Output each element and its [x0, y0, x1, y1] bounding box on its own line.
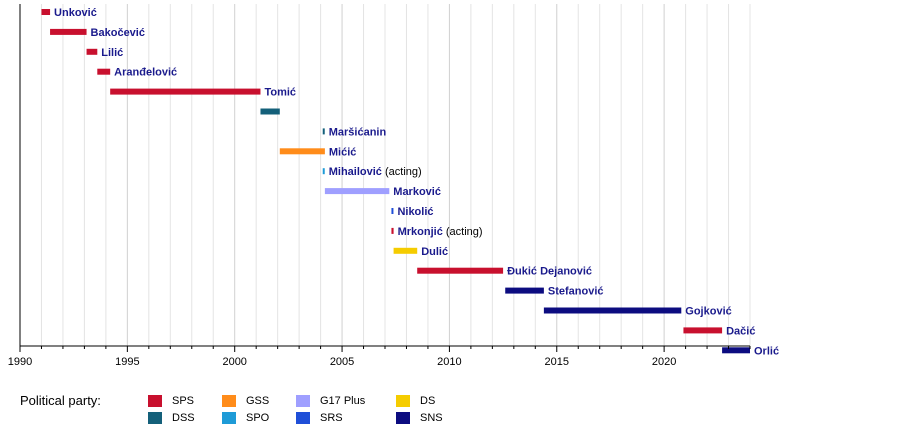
bar-Lilić [86, 48, 98, 55]
bar-Tomić [110, 88, 261, 95]
bars: Unković Bakočević Lilić Aranđelović Tomić Mar… [41, 7, 779, 357]
grid-lines [19, 4, 751, 346]
bar-Dulić [393, 247, 418, 254]
bar-Gojković [543, 307, 682, 314]
bar-Orlić [722, 347, 750, 354]
x-tick-label-2015: 2015 [545, 356, 569, 368]
bar-label-6: Maršićanin [329, 126, 387, 138]
bar-label-4: Tomić [264, 87, 296, 99]
bar-label-13: Đukić Dejanović [507, 266, 592, 278]
bar-label-17: Orlić [754, 345, 779, 357]
x-tick-label-1990: 1990 [8, 356, 32, 368]
x-tick-label-2020: 2020 [652, 356, 676, 368]
bar-label-0: Unković [54, 7, 97, 19]
bar-Đukić Dejanović [417, 267, 504, 274]
bar-unnamed-5 [260, 108, 280, 115]
bar-Stefanović [505, 287, 544, 294]
bar-label-8: Mihailović (acting) [329, 166, 422, 178]
bar-label-11: Mrkonjić (acting) [398, 226, 483, 238]
bar-label-9: Marković [393, 186, 441, 198]
bar-Mihailović [322, 168, 325, 175]
bar-Unković [41, 9, 51, 15]
x-tick-label-2000: 2000 [222, 356, 246, 368]
bar-Marković [324, 188, 390, 195]
x-tick-label-2005: 2005 [330, 356, 354, 368]
bar-Dačić [683, 327, 723, 334]
x-tick-label-1995: 1995 [115, 356, 139, 368]
bar-label-1: Bakočević [91, 27, 145, 39]
bar-label-7: Mićić [329, 146, 357, 158]
bar-Aranđelović [97, 68, 111, 75]
bar-note-11: (acting) [443, 226, 483, 238]
bar-label-2: Lilić [101, 47, 123, 59]
bar-label-14: Stefanović [548, 286, 604, 298]
bar-label-12: Dulić [421, 246, 448, 258]
bar-Mrkonjić [391, 227, 394, 234]
bar-label-3: Aranđelović [114, 67, 177, 79]
bar-Nikolić [391, 208, 394, 214]
bar-label-16: Dačić [726, 325, 755, 337]
bar-Bakočević [50, 28, 87, 35]
bar-note-8: (acting) [382, 166, 422, 178]
x-tick-label-2010: 2010 [437, 356, 461, 368]
bar-label-10: Nikolić [397, 206, 433, 218]
x-axis: 1990 1995 2000 2005 2010 2015 2020 [8, 4, 751, 368]
bar-Maršićanin [322, 128, 325, 135]
bar-Mićić [279, 148, 325, 155]
bar-label-15: Gojković [685, 306, 731, 318]
